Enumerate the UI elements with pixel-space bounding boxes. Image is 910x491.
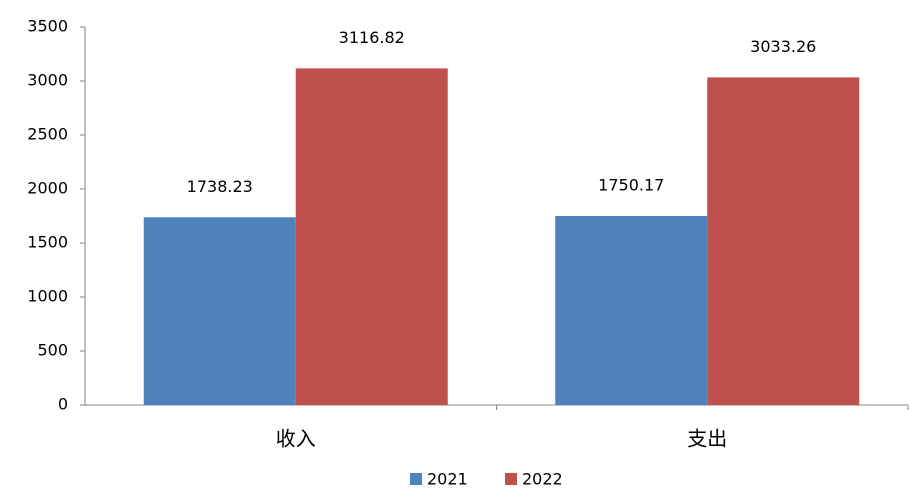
y-tick-label: 2500 <box>27 125 68 144</box>
legend-label: 2021 <box>427 470 468 489</box>
y-tick-label: 3000 <box>27 71 68 90</box>
data-label: 1750.17 <box>598 175 664 194</box>
bar <box>143 217 296 405</box>
bar <box>295 68 448 406</box>
y-tick-label: 3500 <box>27 17 68 36</box>
x-tick-label: 支出 <box>687 427 727 451</box>
legend-swatch <box>410 473 422 485</box>
data-label: 1738.23 <box>187 177 253 196</box>
y-tick-label: 500 <box>37 341 68 360</box>
data-label: 3116.82 <box>339 28 405 47</box>
y-tick-label: 2000 <box>27 179 68 198</box>
y-tick-label: 0 <box>58 395 68 414</box>
x-tick-label: 收入 <box>276 427 316 451</box>
legend-label: 2022 <box>522 470 563 489</box>
legend-swatch <box>505 473 517 485</box>
bar <box>555 215 708 405</box>
y-tick-label: 1500 <box>27 233 68 252</box>
data-label: 3033.26 <box>750 37 816 56</box>
y-tick-label: 1000 <box>27 287 68 306</box>
bar <box>707 77 860 405</box>
